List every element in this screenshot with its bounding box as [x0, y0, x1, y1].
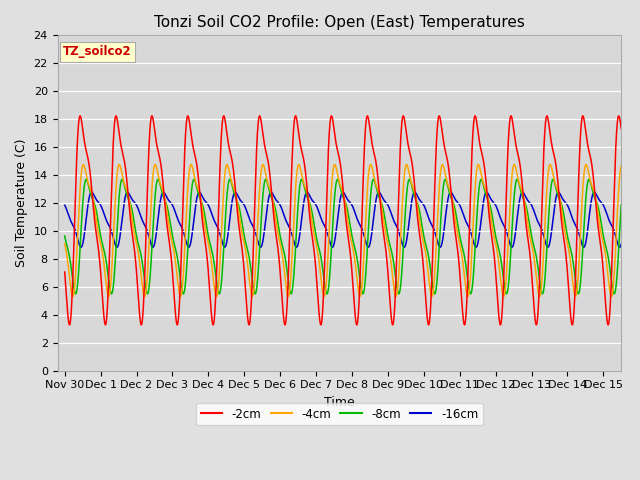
-4cm — [298, 174, 306, 180]
-2cm — [299, 152, 307, 157]
-4cm — [618, 163, 625, 168]
-8cm — [607, 270, 614, 276]
-8cm — [618, 202, 625, 207]
-8cm — [298, 177, 306, 183]
Y-axis label: Soil Temperature (C): Soil Temperature (C) — [15, 139, 28, 267]
Title: Tonzi Soil CO2 Profile: Open (East) Temperatures: Tonzi Soil CO2 Profile: Open (East) Temp… — [154, 15, 525, 30]
-4cm — [572, 294, 579, 300]
-4cm — [275, 232, 282, 238]
Line: -4cm: -4cm — [65, 165, 621, 297]
-8cm — [611, 291, 618, 297]
-16cm — [157, 194, 165, 200]
-16cm — [618, 241, 625, 247]
-2cm — [607, 293, 614, 299]
-4cm — [157, 183, 165, 189]
-2cm — [618, 126, 625, 132]
-4cm — [61, 241, 68, 247]
-8cm — [549, 177, 557, 182]
-4cm — [582, 162, 590, 168]
-2cm — [61, 269, 68, 275]
-2cm — [76, 113, 84, 119]
-8cm — [547, 190, 554, 196]
-16cm — [554, 190, 562, 195]
Text: TZ_soilco2: TZ_soilco2 — [63, 46, 132, 59]
-16cm — [607, 220, 614, 226]
-2cm — [125, 197, 132, 203]
-8cm — [61, 233, 68, 239]
-2cm — [66, 322, 74, 328]
-8cm — [157, 186, 165, 192]
-2cm — [547, 136, 555, 142]
Line: -2cm: -2cm — [65, 116, 621, 325]
-4cm — [607, 292, 614, 298]
X-axis label: Time: Time — [324, 396, 355, 409]
Legend: -2cm, -4cm, -8cm, -16cm: -2cm, -4cm, -8cm, -16cm — [196, 403, 483, 425]
-16cm — [616, 244, 623, 250]
-2cm — [157, 167, 165, 173]
-4cm — [547, 162, 554, 168]
-16cm — [547, 237, 554, 242]
-16cm — [124, 190, 132, 195]
Line: -16cm: -16cm — [65, 192, 621, 247]
Line: -8cm: -8cm — [65, 180, 621, 294]
-8cm — [275, 221, 282, 227]
-8cm — [124, 195, 132, 201]
-4cm — [124, 192, 132, 198]
-16cm — [275, 200, 282, 205]
-2cm — [275, 251, 282, 257]
-16cm — [298, 211, 306, 216]
-16cm — [61, 202, 68, 208]
